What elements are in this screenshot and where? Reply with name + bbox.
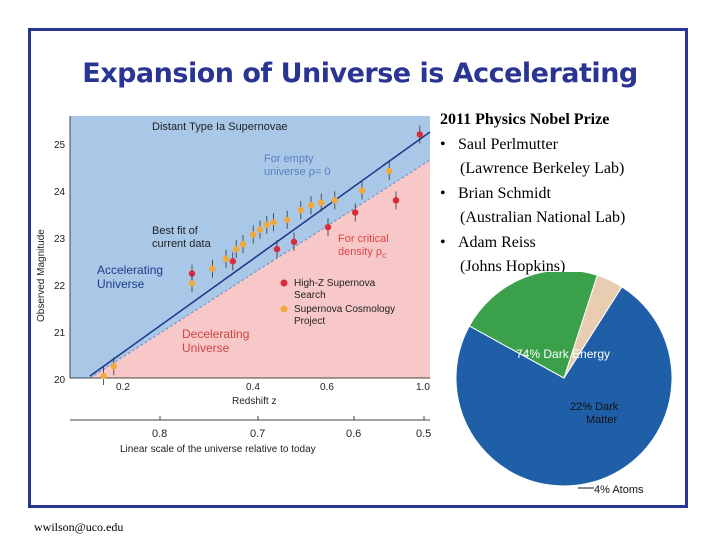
pie-label-atoms: 4% Atoms (594, 484, 644, 496)
pie-label-dark-matter: 22% Dark Matter (570, 401, 619, 426)
decelerating-label: Decelerating Universe (182, 327, 249, 355)
data-point (233, 245, 240, 253)
laureate-affiliation: (Lawrence Berkeley Lab) (460, 160, 625, 177)
data-point (331, 197, 338, 204)
x-tick-label: 0.2 (116, 382, 130, 393)
x-tick-label: 0.6 (320, 382, 334, 393)
laureate-name: Saul Perlmutter (458, 135, 558, 153)
data-point (318, 199, 325, 206)
laureate-item: • Saul Perlmutter (440, 133, 680, 158)
data-point (256, 226, 264, 233)
data-point (358, 187, 366, 194)
x-tick-labels: 0.2 0.4 0.6 1.0 (116, 382, 430, 393)
data-point (188, 280, 196, 287)
pie-slice (455, 286, 673, 487)
data-point (307, 202, 315, 209)
legend-scp-label: Supernova Cosmology Project (294, 304, 395, 327)
data-point (250, 231, 257, 238)
nobel-heading: 2011 Physics Nobel Prize (440, 111, 610, 128)
data-point (273, 245, 281, 253)
nobel-prize-text: 2011 Physics Nobel Prize • Saul Perlmutte… (440, 108, 680, 280)
data-point (239, 241, 247, 248)
y-tick-label: 22 (54, 281, 66, 292)
secondary-tick-labels: 0.8 0.7 0.6 0.5 (152, 416, 431, 440)
data-point (270, 219, 277, 226)
data-points (100, 125, 423, 385)
laureate-name: Brian Schmidt (458, 184, 551, 202)
pie-slice (468, 272, 599, 379)
data-point (290, 238, 298, 245)
x-axis-label: Redshift z (232, 396, 276, 407)
universe-composition-pie: 74% Dark Energy 22% Dark Matter 4% Atoms (455, 272, 673, 496)
y-tick-label: 20 (54, 375, 66, 386)
x-tick-label: 0.4 (246, 382, 260, 393)
supernova-chart: Distant Type Ia Supernovae Observed Magn… (36, 116, 431, 455)
y-tick-label: 21 (54, 328, 66, 339)
pie-label-dark-energy: 74% Dark Energy (516, 347, 610, 361)
data-point (110, 363, 118, 370)
pie-slice (563, 274, 623, 379)
y-axis-label: Observed Magnitude (36, 229, 47, 322)
accelerating-region (70, 116, 430, 378)
secondary-axis-label: Linear scale of the universe relative to… (120, 444, 316, 455)
secondary-tick-label: 0.8 (152, 428, 167, 440)
y-tick-label: 25 (54, 140, 66, 151)
data-point (100, 372, 107, 380)
data-point (352, 209, 359, 216)
legend-scp-marker (280, 305, 288, 313)
data-point (222, 255, 230, 263)
secondary-tick-label: 0.6 (346, 428, 361, 440)
empty-universe-label: For empty universe ρ= 0 (264, 153, 331, 178)
accelerating-label: Accelerating Universe (97, 263, 163, 291)
critical-density-label: For critical density ρc (338, 233, 389, 260)
y-tick-labels: 25 24 23 22 21 20 (54, 140, 66, 386)
laureate-affiliation: (Australian National Lab) (460, 209, 626, 226)
data-point (284, 216, 291, 224)
data-point (416, 131, 423, 138)
data-point (297, 206, 304, 214)
data-point (229, 258, 236, 265)
empty-universe-line (89, 159, 431, 379)
y-tick-label: 24 (54, 187, 66, 198)
data-point (263, 221, 270, 228)
data-point (209, 265, 216, 272)
secondary-tick-label: 0.5 (416, 428, 431, 440)
laureate-item: • Brian Schmidt (440, 182, 680, 207)
legend-high-z-marker (280, 279, 288, 287)
pie-slices (455, 272, 673, 487)
best-fit-label: Best fit of current data (152, 225, 212, 250)
chart-title: Distant Type Ia Supernovae (152, 121, 288, 133)
laureate-affiliation: (Johns Hopkins) (460, 258, 566, 275)
data-point (188, 270, 196, 277)
footer-email: wwilson@uco.edu (34, 520, 124, 534)
x-tick-label: 1.0 (416, 382, 430, 393)
data-point (324, 223, 332, 231)
secondary-tick-label: 0.7 (250, 428, 265, 440)
legend-high-z-label: High-Z Supernova Search (294, 278, 376, 301)
laureate-name: Adam Reiss (458, 233, 536, 251)
best-fit-line (89, 131, 431, 377)
data-point (392, 197, 400, 204)
laureate-item: • Adam Reiss (440, 231, 680, 256)
y-tick-label: 23 (54, 234, 66, 245)
data-point (386, 167, 393, 175)
slide-title: Expansion of Universe is Accelerating (82, 58, 638, 89)
